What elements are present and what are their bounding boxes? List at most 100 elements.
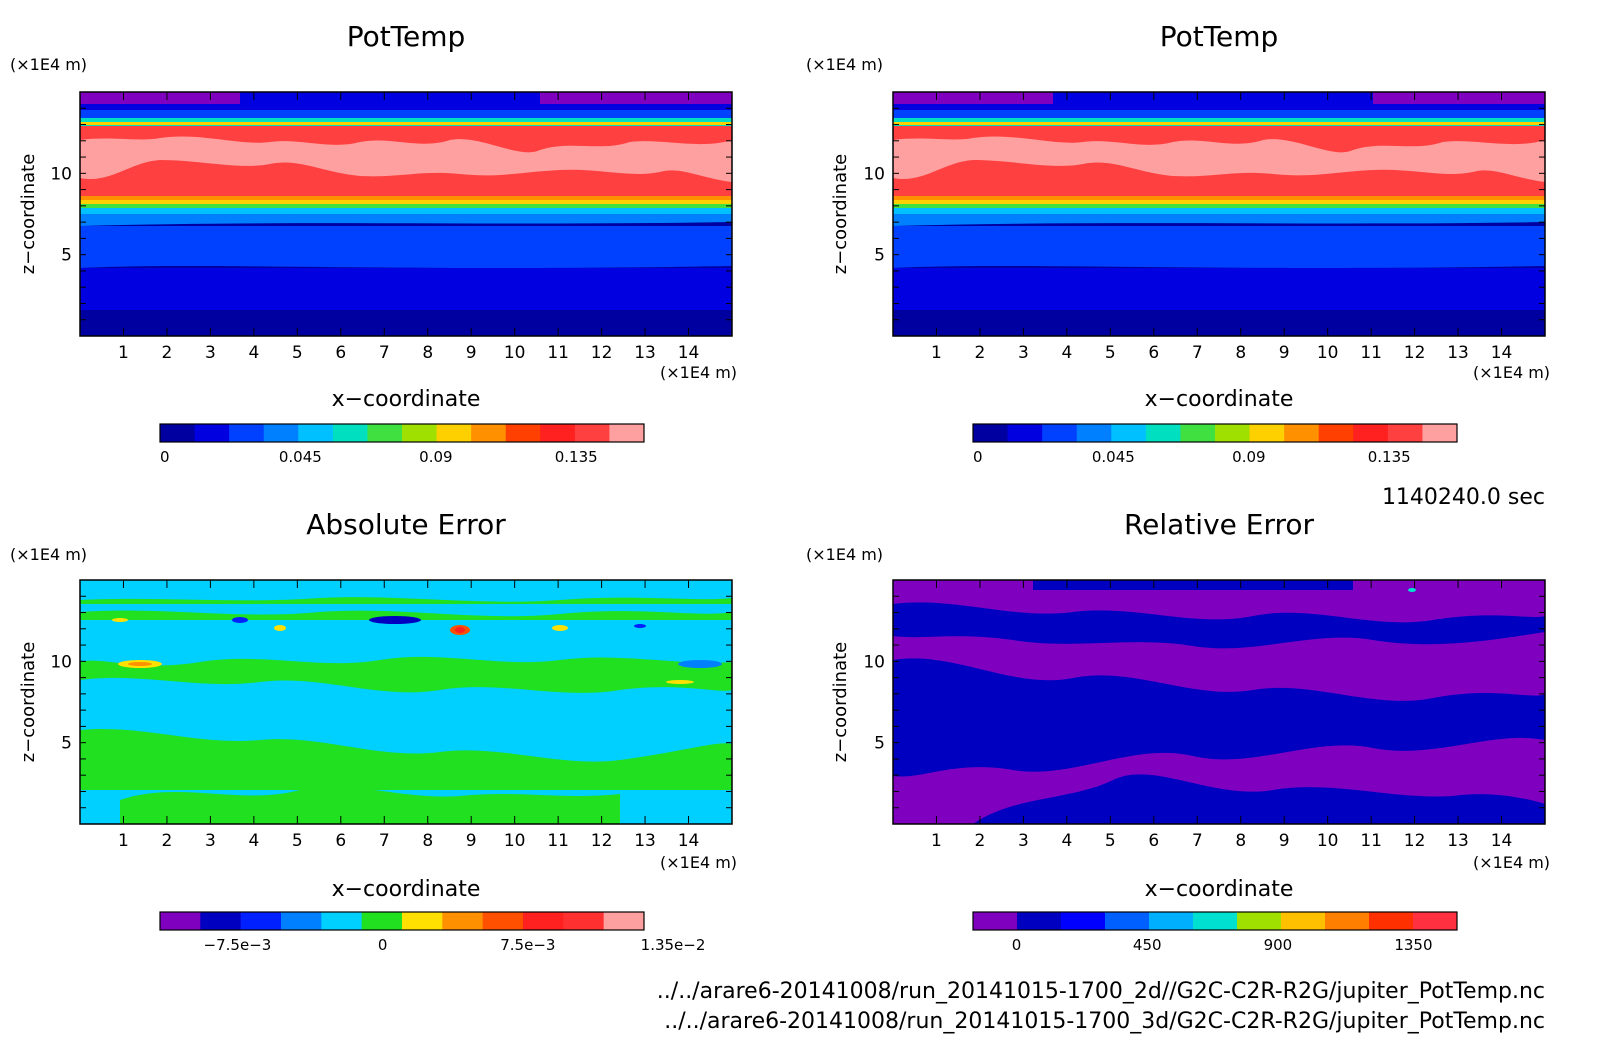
x-tick-label: 2 (975, 831, 986, 851)
colorbar-swatch (200, 912, 242, 930)
x-unit-label: (×1E4 m) (1473, 363, 1550, 382)
x-tick-label: 14 (678, 343, 700, 363)
x-tick-label: 5 (292, 831, 303, 851)
x-tick-label: 3 (1018, 831, 1029, 851)
colorbar-swatch (471, 424, 507, 442)
colorbar-swatch (563, 912, 605, 930)
contour-field (80, 92, 732, 336)
colorbar-swatch (1353, 424, 1389, 442)
x-tick-label: 12 (591, 343, 613, 363)
colorbar-swatch (523, 912, 564, 930)
file-path-1: ../../arare6-20141008/run_20141015-1700_… (657, 979, 1545, 1004)
x-tick-label: 9 (1279, 343, 1290, 363)
contour-field (893, 580, 1545, 824)
x-ticks (79, 91, 733, 337)
x-tick-label: 14 (1491, 343, 1513, 363)
z-unit-label: (×1E4 m) (10, 55, 87, 74)
colorbar-swatch (1422, 424, 1458, 442)
colorbar-swatch (263, 424, 299, 442)
x-tick-label: 12 (1404, 831, 1426, 851)
x-unit-label: (×1E4 m) (660, 853, 737, 872)
colorbar-tick-label: 7.5e−3 (500, 936, 555, 954)
z-tick-label: 5 (874, 246, 885, 266)
x-axis-title: x−coordinate (332, 387, 481, 412)
colorbar-swatch (1007, 424, 1043, 442)
plot-frame (892, 91, 1546, 337)
z-tick-label: 10 (50, 652, 72, 672)
colorbar-swatch (361, 912, 403, 930)
colorbar-tick-label: 450 (1133, 936, 1162, 954)
colorbar-swatch (1413, 912, 1458, 930)
colorbar-swatch (1061, 912, 1106, 930)
x-tick-label: 3 (1018, 343, 1029, 363)
x-ticks (79, 579, 733, 825)
x-tick-label: 8 (422, 343, 433, 363)
colorbar-swatch (574, 424, 610, 442)
colorbar-swatch (973, 424, 1009, 442)
colorbar-swatch (1076, 424, 1112, 442)
plot-frame (892, 579, 1546, 825)
colorbar-swatch (973, 912, 1018, 930)
colorbar-swatch (321, 912, 363, 930)
colorbar-swatch (505, 424, 541, 442)
x-tick-label: 6 (1148, 343, 1159, 363)
colorbar-swatch (1281, 912, 1326, 930)
contour-field (893, 92, 1545, 336)
x-axis-title: x−coordinate (1145, 877, 1294, 902)
z-tick-label: 5 (874, 734, 885, 754)
colorbar-tick-label: 0.045 (279, 448, 322, 466)
x-unit-label: (×1E4 m) (1473, 853, 1550, 872)
colorbar-swatch (540, 424, 576, 442)
x-tick-label: 13 (1447, 831, 1469, 851)
x-tick-label: 9 (1279, 831, 1290, 851)
z-tick-label: 5 (61, 246, 72, 266)
z-unit-label: (×1E4 m) (10, 545, 87, 564)
x-tick-label: 2 (975, 343, 986, 363)
colorbar-swatch (332, 424, 368, 442)
colorbar-swatch (367, 424, 403, 442)
colorbar-swatch (194, 424, 230, 442)
colorbar-swatch (1017, 912, 1062, 930)
panel-title: PotTemp (1160, 20, 1279, 53)
z-unit-label: (×1E4 m) (806, 55, 883, 74)
x-ticks (892, 91, 1546, 337)
colorbar-swatch (1042, 424, 1078, 442)
colorbar-tick-label: 900 (1264, 936, 1293, 954)
x-axis-title: x−coordinate (332, 877, 481, 902)
x-tick-label: 1 (118, 343, 129, 363)
x-tick-label: 4 (248, 343, 259, 363)
colorbar-frame (972, 911, 1458, 931)
x-tick-label: 4 (1061, 343, 1072, 363)
colorbar-tick-label: 0.09 (1232, 448, 1265, 466)
x-tick-label: 7 (1192, 343, 1203, 363)
x-tick-label: 11 (547, 831, 569, 851)
colorbar-swatch (1145, 424, 1181, 442)
x-tick-label: 5 (1105, 831, 1116, 851)
z-axis-title: z−coordinate (18, 154, 39, 275)
colorbar-swatch (1325, 912, 1370, 930)
colorbar-swatch (1111, 424, 1147, 442)
colorbar-swatch (1237, 912, 1282, 930)
x-tick-label: 10 (504, 831, 526, 851)
colorbar-swatch (1369, 912, 1414, 930)
colorbar-swatch (160, 424, 196, 442)
x-tick-label: 1 (931, 831, 942, 851)
z-tick-label: 10 (50, 164, 72, 184)
colorbar-swatch (1193, 912, 1238, 930)
colorbar-frame (159, 423, 645, 443)
contour-field (80, 580, 732, 824)
colorbar-tick-label: 0 (973, 448, 983, 466)
z-axis-title: z−coordinate (18, 642, 39, 763)
x-tick-label: 1 (118, 831, 129, 851)
x-tick-label: 10 (1317, 343, 1339, 363)
z-axis-title: z−coordinate (830, 154, 851, 275)
x-axis-title: x−coordinate (1145, 387, 1294, 412)
colorbar-tick-label: 0.09 (419, 448, 452, 466)
colorbar-swatch (1249, 424, 1285, 442)
x-tick-label: 14 (1491, 831, 1513, 851)
x-tick-label: 11 (547, 343, 569, 363)
colorbar-swatch (482, 912, 524, 930)
x-tick-label: 2 (162, 343, 173, 363)
